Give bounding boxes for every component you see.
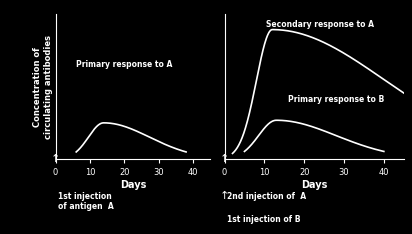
Y-axis label: Concentration of
circulating antibodies: Concentration of circulating antibodies: [33, 35, 53, 139]
Text: ↑: ↑: [220, 154, 229, 164]
Text: 2nd injection of  A: 2nd injection of A: [227, 192, 306, 201]
Text: 1st injection
of antigen  A: 1st injection of antigen A: [58, 192, 113, 211]
Text: Primary response to B: Primary response to B: [288, 95, 384, 104]
X-axis label: Days: Days: [119, 180, 146, 190]
Text: Primary response to A: Primary response to A: [76, 60, 173, 69]
Text: Secondary response to A: Secondary response to A: [266, 20, 374, 29]
Text: ↑: ↑: [51, 154, 60, 164]
X-axis label: Days: Days: [301, 180, 328, 190]
Text: ↑: ↑: [220, 191, 229, 201]
Text: 1st injection of B: 1st injection of B: [227, 215, 300, 224]
